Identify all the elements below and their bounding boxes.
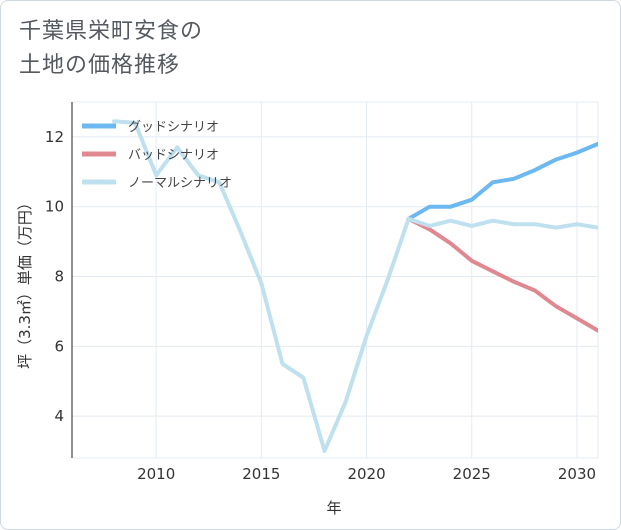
chart-title-line2: 土地の価格推移 (19, 53, 181, 78)
legend-label: バッドシナリオ (128, 148, 219, 163)
chart-title-line1: 千葉県栄町安食の (19, 19, 204, 44)
y-tick-label: 6 (54, 337, 64, 355)
legend-label: ノーマルシナリオ (128, 176, 232, 191)
x-tick-labels: 2010 2015 2020 2025 2030 (137, 465, 596, 483)
y-tick-label: 10 (45, 198, 64, 216)
x-tick-label: 2020 (347, 465, 385, 483)
x-axis-label: 年 (326, 499, 341, 517)
x-tick-label: 2030 (558, 465, 596, 483)
y-tick-label: 4 (54, 407, 64, 425)
y-axis-label: 坪（3.3㎡）単価（万円） (16, 195, 34, 369)
legend-label: グッドシナリオ (128, 120, 219, 135)
y-tick-label: 12 (45, 128, 64, 146)
series-line-1 (406, 141, 598, 221)
x-tick-label: 2025 (453, 465, 491, 483)
series-line-3 (112, 119, 598, 453)
y-tick-labels: 4 6 8 10 12 (45, 128, 64, 425)
chart-title: 千葉県栄町安食の 土地の価格推移 (19, 15, 203, 83)
grid-lines (72, 102, 598, 458)
x-tick-label: 2010 (137, 465, 175, 483)
y-tick-label: 8 (54, 268, 64, 286)
series-lines (112, 119, 598, 453)
x-tick-label: 2015 (242, 465, 280, 483)
series-line-2 (406, 216, 598, 333)
